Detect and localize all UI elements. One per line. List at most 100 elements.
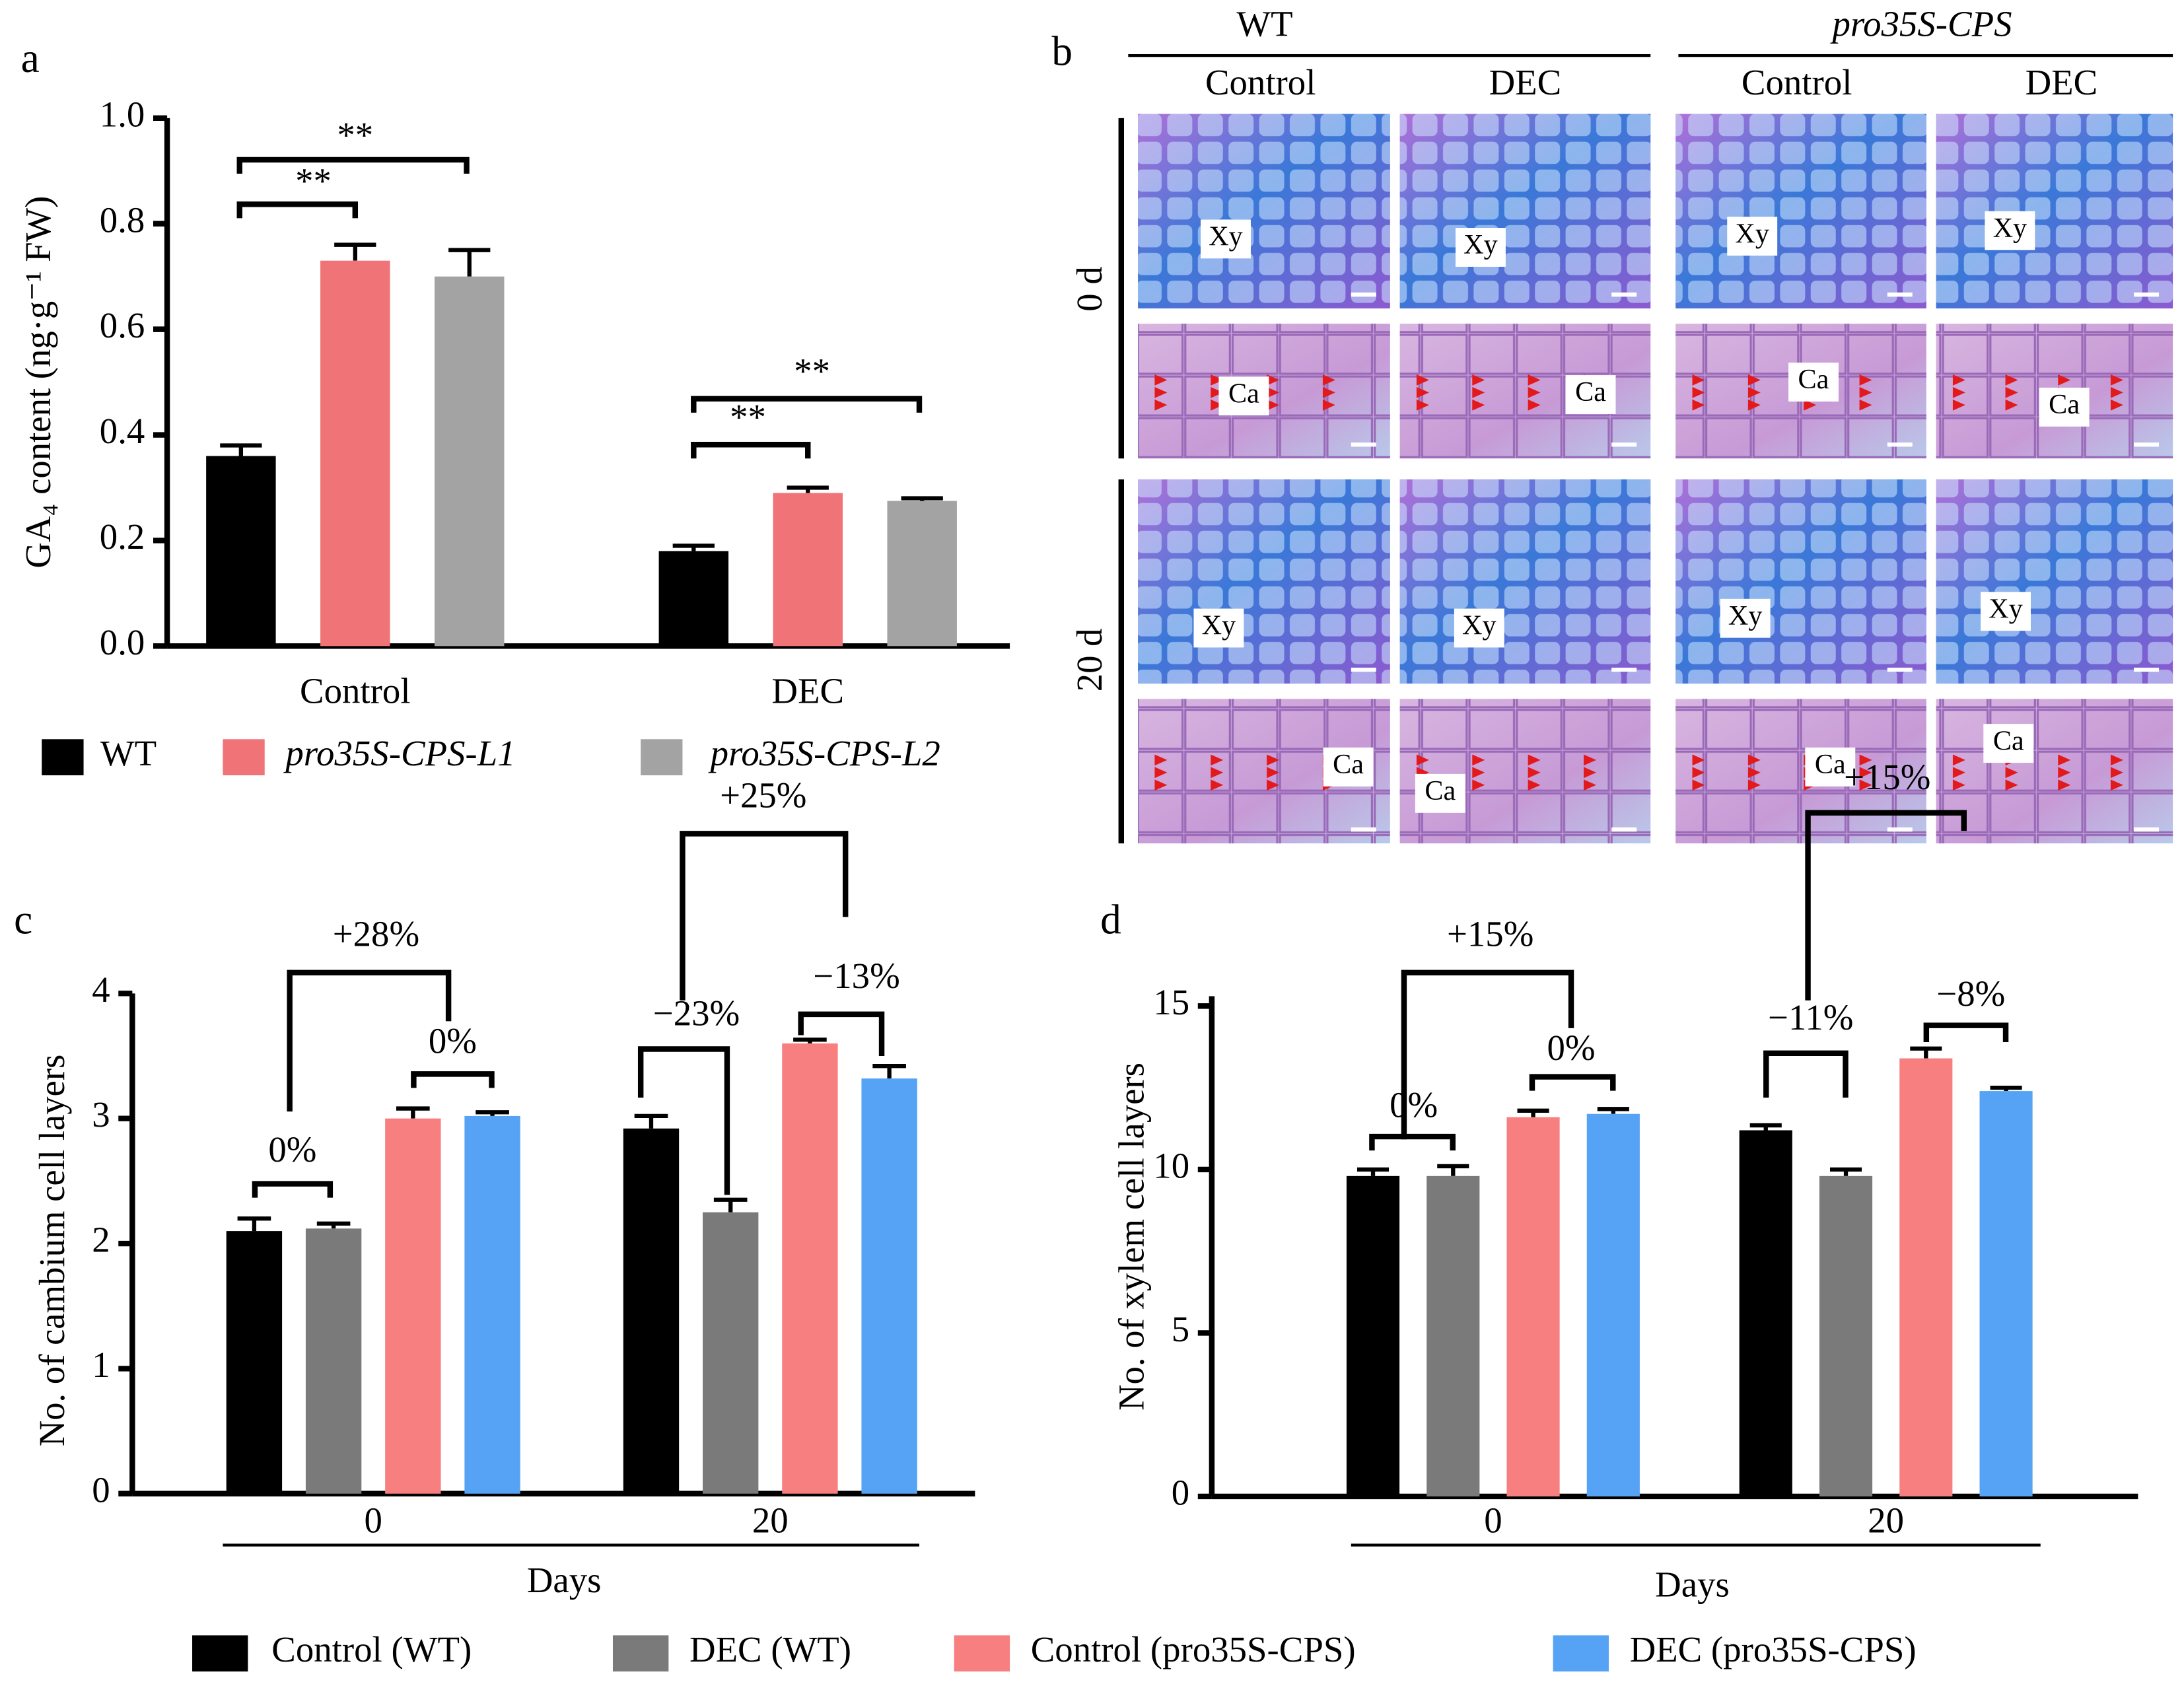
arrowhead — [1859, 779, 1872, 791]
y-tick-label: 2 — [92, 1220, 110, 1260]
label-box — [1788, 363, 1839, 402]
bar — [305, 1228, 362, 1494]
significance-bracket — [1923, 1022, 2009, 1042]
y-tick-label: 1 — [92, 1345, 110, 1385]
significance-bracket — [1805, 810, 1967, 1000]
label-box — [1323, 747, 1374, 787]
significance-bracket — [1369, 1133, 1456, 1151]
arrowhead — [1692, 374, 1705, 386]
bar — [320, 260, 390, 647]
arrowhead — [1859, 754, 1872, 766]
y-axis-label: No. of cambium cell layers — [32, 1055, 72, 1447]
arrowhead — [1952, 399, 1965, 411]
arrowhead — [1267, 386, 1280, 398]
arrowhead — [2005, 386, 2018, 398]
significance-bracket — [411, 1071, 495, 1088]
legend-swatch — [641, 739, 683, 776]
arrowhead — [1952, 386, 1965, 398]
significance-bracket — [236, 157, 470, 174]
error-bar — [334, 242, 376, 261]
arrowhead — [1747, 779, 1761, 791]
bar — [1899, 1058, 1953, 1496]
arrowhead — [1804, 399, 1817, 411]
bar — [226, 1231, 283, 1494]
micrograph-cells — [1399, 479, 1651, 684]
label-box — [1218, 376, 1269, 416]
panel-label: c — [14, 897, 32, 943]
annotation: +28% — [333, 914, 419, 954]
annotation: −13% — [813, 956, 899, 996]
bar — [1819, 1175, 1873, 1496]
panel-label: b — [1051, 28, 1073, 75]
micrograph-cells — [1675, 114, 1926, 309]
tissue-label: Ca — [1333, 749, 1364, 780]
arrowhead — [1472, 374, 1485, 386]
y-tick-label: 0 — [92, 1469, 110, 1510]
label-box — [1727, 217, 1778, 256]
error-bar — [1749, 1123, 1782, 1131]
arrowhead — [2110, 374, 2123, 386]
error-bar — [476, 1110, 509, 1116]
tissue-label: Ca — [1575, 376, 1606, 407]
bar — [861, 1078, 917, 1494]
x-tick-label: 20 — [1868, 1500, 1904, 1541]
legend-swatch — [612, 1635, 669, 1672]
label-box — [2039, 388, 2090, 427]
y-tick-label: 10 — [1153, 1146, 1189, 1186]
arrowhead — [2110, 779, 2123, 791]
arrowhead — [1692, 767, 1705, 779]
x-axis-label: Days — [527, 1560, 602, 1600]
y-tick-label: 3 — [92, 1094, 110, 1135]
arrowhead — [2058, 374, 2071, 386]
treatment-label: DEC — [2025, 62, 2098, 102]
arrowhead — [1154, 374, 1168, 386]
tissue-label: Ca — [1815, 749, 1846, 780]
tissue-label: Ca — [1228, 378, 1259, 409]
tissue-label: Xy — [1463, 229, 1498, 260]
genotype-label: pro35S-CPS — [1829, 4, 2012, 44]
time-label: 20 d — [1069, 629, 1110, 692]
y-tick-label: 4 — [92, 969, 110, 1010]
arrowhead — [2005, 374, 2018, 386]
x-tick-label: 0 — [365, 1500, 382, 1541]
y-tick-label: 0.0 — [100, 622, 145, 662]
label-box — [1565, 375, 1616, 414]
error-bar — [901, 496, 943, 501]
significance-bracket — [680, 831, 849, 1000]
bar — [623, 1128, 680, 1494]
error-bar — [713, 1197, 748, 1212]
significance-bracket — [287, 969, 452, 1112]
arrowhead — [1952, 767, 1965, 779]
arrowhead — [2005, 399, 2018, 411]
chart: a GA₄ content (ng·g⁻¹ FW) 0.0 0.2 0.4 0.6 0.8 1… — [18, 35, 1010, 776]
arrowhead — [1322, 386, 1335, 398]
error-bar — [220, 443, 262, 456]
arrowhead — [2058, 779, 2071, 791]
legend-label: WT — [100, 733, 157, 773]
legend-label: pro35S-CPS-L1 — [283, 733, 515, 773]
significance-bracket — [1763, 1050, 1849, 1098]
x-tick-label: 20 — [752, 1500, 789, 1541]
bar — [435, 276, 505, 647]
tissue-label: Xy — [1202, 610, 1236, 641]
arrowhead — [2110, 386, 2123, 398]
label-box — [1720, 598, 1771, 638]
bar — [385, 1118, 441, 1494]
label-box — [1454, 608, 1504, 648]
arrowhead — [1416, 399, 1429, 411]
annotation: −8% — [1936, 973, 2005, 1014]
annotation: 0% — [1390, 1085, 1438, 1125]
arrowhead — [1583, 767, 1596, 779]
legend-label: DEC (pro35S-CPS) — [1630, 1629, 1917, 1669]
arrowhead — [1747, 399, 1761, 411]
tissue-label: Ca — [1993, 725, 2024, 756]
tissue-label: Ca — [1798, 364, 1829, 395]
bar — [703, 1212, 759, 1494]
arrowhead — [1211, 767, 1224, 779]
tissue-label: Xy — [1989, 593, 2023, 624]
error-bar — [787, 485, 829, 493]
error-bar — [1829, 1167, 1862, 1176]
micrograph-cells — [1936, 114, 2173, 309]
arrowhead — [1472, 754, 1485, 766]
annotation: 0% — [429, 1021, 477, 1061]
